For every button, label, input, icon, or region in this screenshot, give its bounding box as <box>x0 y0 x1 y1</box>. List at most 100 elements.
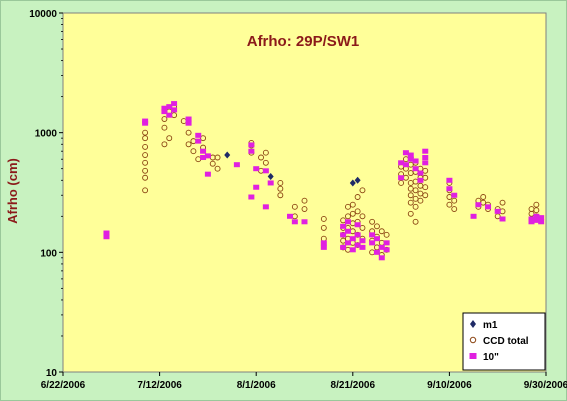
ten-inch-point <box>195 132 202 138</box>
ten-inch-point <box>349 247 356 253</box>
ccd-total-point <box>190 148 197 155</box>
ccd-total-point <box>407 210 414 217</box>
ten-inch-point <box>171 107 178 113</box>
ten-inch-point <box>354 232 361 238</box>
ccd-total-point <box>422 192 429 199</box>
ccd-total-point <box>480 194 487 200</box>
ccd-total-point <box>277 180 284 186</box>
ccd-total-point <box>320 224 327 231</box>
ten-inch-point <box>383 240 390 246</box>
m1-point <box>224 151 231 159</box>
ccd-total-point <box>209 160 216 167</box>
ten-inch-point <box>407 152 414 158</box>
ccd-total-point <box>142 187 149 194</box>
legend-m1-marker <box>470 320 476 328</box>
ten-inch-point <box>528 216 535 222</box>
legend-ten-inch-label: 10" <box>483 352 499 363</box>
ccd-total-point <box>320 216 327 222</box>
ten-inch-point <box>248 142 255 148</box>
ccd-total-point <box>533 207 540 214</box>
legend-ccd-total-marker <box>469 336 477 344</box>
ten-inch-point <box>320 244 327 250</box>
ten-inch-point <box>291 219 298 225</box>
legend: m1 CCD total 10" <box>462 312 546 371</box>
ten-inch-point <box>354 222 361 228</box>
ten-inch-point <box>398 175 405 181</box>
ccd-total-point <box>374 223 380 230</box>
ten-inch-point <box>359 238 366 244</box>
ten-inch-point <box>398 160 405 166</box>
legend-ten-inch-marker <box>469 353 477 359</box>
ccd-total-point <box>354 194 361 200</box>
m1-point <box>349 179 356 187</box>
x-tick-label: 8/21/2006 <box>331 380 376 391</box>
ten-inch-point <box>412 166 419 172</box>
ten-inch-point <box>494 208 501 214</box>
ccd-total-point <box>533 201 540 208</box>
ten-inch-point <box>262 168 269 174</box>
ten-inch-point <box>340 244 347 250</box>
ccd-total-point <box>499 199 506 206</box>
ten-inch-point <box>475 202 482 208</box>
ccd-total-point <box>383 231 390 238</box>
ccd-total-point <box>412 203 419 210</box>
ccd-total-point <box>161 124 168 131</box>
x-tick-label: 8/1/2006 <box>237 380 276 391</box>
ccd-total-point <box>412 187 419 194</box>
ten-inch-point <box>166 104 173 110</box>
ccd-total-point <box>258 154 264 161</box>
ccd-total-point <box>161 116 168 122</box>
ten-inch-point <box>402 150 409 156</box>
ten-inch-point <box>402 162 409 168</box>
ten-inch-point <box>378 255 385 261</box>
ccd-total-point <box>451 206 458 212</box>
ten-inch-point <box>301 219 308 225</box>
ccd-total-point <box>277 192 284 199</box>
ten-inch-point <box>103 230 110 236</box>
ccd-total-point <box>378 228 385 235</box>
ten-inch-point <box>417 170 424 176</box>
ten-inch-point <box>253 184 260 190</box>
ten-inch-point <box>417 177 424 183</box>
ten-inch-point <box>485 204 492 210</box>
y-tick-label: 10 <box>46 368 58 379</box>
ccd-total-point <box>412 218 419 225</box>
ten-inch-point <box>287 213 294 219</box>
ccd-total-point <box>291 203 298 210</box>
ccd-total-point <box>349 210 356 217</box>
ten-inch-point <box>204 171 211 177</box>
ccd-total-point <box>359 187 366 194</box>
ccd-total-point <box>142 174 149 181</box>
ten-inch-point <box>248 194 255 200</box>
ccd-total-point <box>214 154 221 161</box>
ten-inch-point <box>248 148 255 154</box>
ten-inch-point <box>538 215 545 221</box>
m1-point <box>267 173 274 181</box>
ten-inch-series <box>103 101 545 261</box>
ten-inch-point <box>161 105 168 111</box>
ten-inch-point <box>171 101 178 107</box>
ten-inch-point <box>373 236 380 242</box>
ten-inch-point <box>200 148 207 154</box>
x-tick-label: 6/22/2006 <box>41 380 86 391</box>
y-axis-label: Afrho (cm) <box>5 158 20 224</box>
x-tick-label: 9/30/2006 <box>524 380 567 391</box>
ccd-total-point <box>142 143 149 150</box>
ten-inch-point <box>262 204 269 210</box>
ccd-total-point <box>359 224 366 231</box>
ccd-total-point <box>301 206 308 212</box>
legend-m1-label: m1 <box>483 320 498 331</box>
ten-inch-point <box>533 213 540 219</box>
ten-inch-point <box>340 232 347 238</box>
ten-inch-point <box>446 186 453 192</box>
ten-inch-point <box>407 156 414 162</box>
ten-inch-point <box>533 217 540 223</box>
legend-box <box>462 312 546 371</box>
ten-inch-point <box>470 213 477 219</box>
m1-series <box>224 151 361 187</box>
ccd-total-point <box>354 208 361 215</box>
legend-ccd-total-label: CCD total <box>483 336 529 347</box>
ten-inch-point <box>233 162 240 168</box>
ten-inch-point <box>383 247 390 253</box>
